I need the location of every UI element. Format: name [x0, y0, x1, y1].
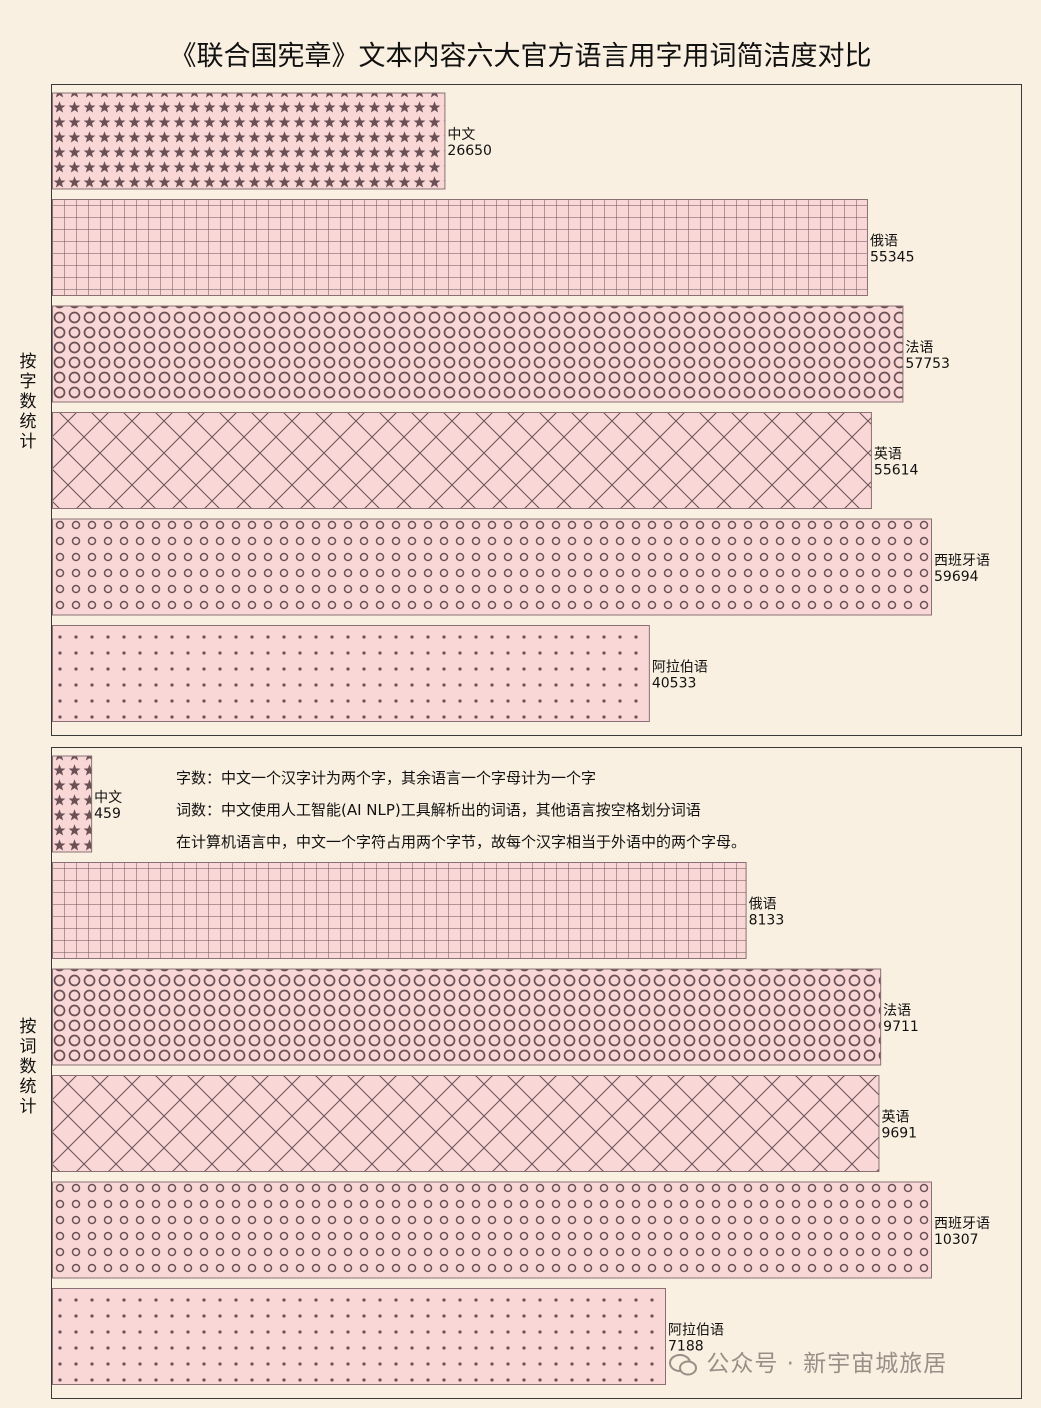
bar-1 — [52, 862, 747, 959]
bar-4 — [52, 1181, 932, 1279]
bar-5 — [52, 1288, 667, 1385]
bar-category-label: 中文 — [94, 790, 122, 806]
bar-category-label: 法语 — [905, 340, 933, 356]
note-line: 字数：中文一个汉字计为两个字，其余语言一个字母计为一个字 — [176, 769, 597, 787]
bar-value-label: 7188 — [668, 1339, 704, 1355]
bar-category-label: 西班牙语 — [934, 1216, 990, 1232]
bar-2 — [52, 305, 904, 403]
bar-value-label: 10307 — [934, 1232, 979, 1248]
bar-0 — [52, 755, 93, 853]
watermark: 公众号 · 新宇宙城旅居 — [668, 1344, 947, 1378]
bar-4 — [52, 518, 932, 616]
bar-2 — [52, 968, 882, 1066]
bar-value-label: 40533 — [652, 676, 697, 692]
bar-0 — [52, 92, 446, 190]
chart-notes: 字数：中文一个汉字计为两个字，其余语言一个字母计为一个字 词数：中文使用人工智能… — [176, 762, 746, 858]
bar-value-label: 57753 — [905, 356, 950, 372]
bar-category-label: 俄语 — [749, 897, 777, 913]
wechat-icon — [669, 1353, 697, 1375]
note-line: 在计算机语言中，中文一个字符占用两个字节，故每个汉字相当于外语中的两个字母。 — [176, 833, 747, 851]
bar-value-label: 26650 — [447, 143, 492, 159]
bar-value-label: 9711 — [883, 1019, 919, 1035]
panel-char-count: 中文 26650 俄语 55345 法语 57753 英语 55614 西班牙语 59694 阿拉伯… — [51, 84, 1022, 736]
bar-value-label: 9691 — [881, 1126, 917, 1142]
bar-1 — [52, 199, 868, 296]
y-axis-label-chars: 按字数统计 — [19, 352, 37, 452]
bar-value-label: 55614 — [874, 463, 919, 479]
panel-word-count: 中文 459 俄语 8133 法语 9711 英语 9691 西班牙语 10307 阿拉伯语 7188 — [51, 747, 1022, 1399]
bar-category-label: 西班牙语 — [934, 553, 990, 569]
bar-category-label: 中文 — [447, 127, 475, 143]
bar-value-label: 59694 — [934, 569, 979, 585]
bar-category-label: 阿拉伯语 — [652, 660, 708, 676]
bar-category-label: 法语 — [883, 1003, 911, 1019]
note-line: 词数：中文使用人工智能(AI NLP)工具解析出的词语，其他语言按空格划分词语 — [176, 801, 701, 819]
bar-value-label: 55345 — [870, 250, 915, 266]
bar-value-label: 8133 — [749, 913, 785, 929]
bar-value-label: 459 — [94, 806, 121, 822]
y-axis-label-words: 按词数统计 — [19, 1017, 37, 1117]
chart-title: 《联合国宪章》文本内容六大官方语言用字用词简洁度对比 — [169, 41, 872, 72]
bar-3 — [52, 412, 872, 509]
bar-3 — [52, 1075, 880, 1172]
bar-5 — [52, 625, 650, 722]
watermark-text: 公众号 · 新宇宙城旅居 — [706, 1351, 948, 1377]
bar-category-label: 英语 — [881, 1109, 909, 1126]
bar-category-label: 俄语 — [870, 234, 898, 250]
bar-category-label: 阿拉伯语 — [668, 1323, 724, 1339]
bar-category-label: 英语 — [874, 446, 902, 463]
